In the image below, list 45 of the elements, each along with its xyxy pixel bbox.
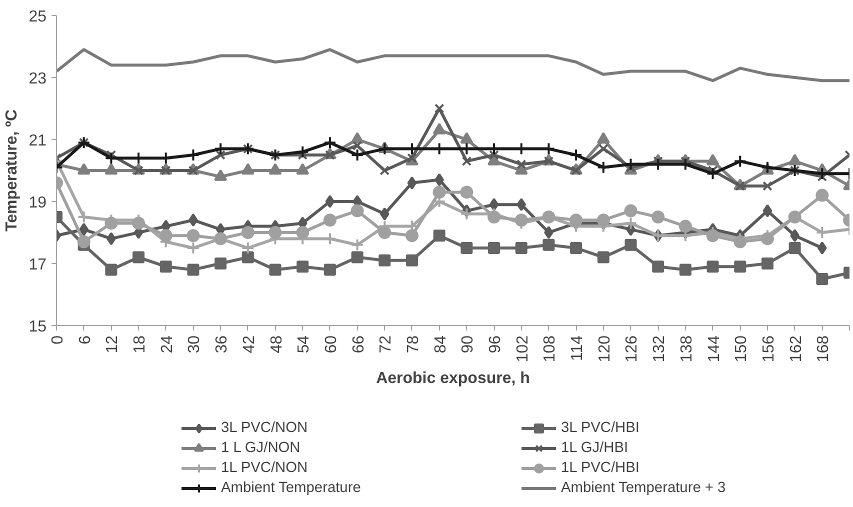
x-tick-label: 132 — [651, 335, 668, 362]
x-tick-label: 90 — [460, 335, 477, 354]
x-tick-label: 102 — [514, 335, 532, 362]
legend-label: 3L PVC/HBI — [561, 420, 640, 436]
x-tick-label: 54 — [296, 335, 313, 354]
y-tick-label: 25 — [28, 8, 47, 26]
x-tick-label: 48 — [268, 335, 286, 354]
y-tick-label: 19 — [28, 194, 47, 212]
legend-label: 3L PVC/NON — [221, 420, 309, 436]
legend-label: Ambient Temperature — [221, 480, 362, 496]
x-tick-label: 126 — [624, 335, 641, 362]
y-tick-label: 15 — [28, 318, 47, 336]
x-tick-label: 6 — [76, 335, 94, 344]
x-tick-label: 156 — [760, 335, 778, 362]
x-tick-label: 78 — [404, 335, 422, 354]
legend-label: 1L GJ/HBI — [561, 440, 630, 456]
x-tick-label: 96 — [487, 335, 504, 354]
x-tick-label: 66 — [350, 335, 368, 354]
x-tick-label: 42 — [240, 335, 258, 354]
x-tick-label: 114 — [569, 335, 586, 362]
legend-label: Ambient Temperature + 3 — [561, 480, 727, 496]
x-tick-label: 162 — [788, 335, 805, 362]
y-tick-label: 17 — [28, 256, 47, 274]
x-tick-label: 168 — [815, 335, 832, 362]
x-tick-label: 36 — [214, 335, 231, 354]
x-tick-label: 0 — [50, 335, 66, 344]
legend-label: 1 L GJ/NON — [221, 440, 302, 456]
x-tick-label: 144 — [706, 335, 723, 362]
x-tick-label: 12 — [104, 335, 122, 354]
legend-label: 1L PVC/HBI — [561, 460, 640, 476]
x-tick-label: 72 — [378, 335, 395, 354]
y-tick-label: 21 — [28, 132, 47, 150]
x-tick-label: 24 — [158, 335, 176, 354]
x-axis-title: Aerobic exposure, h — [376, 370, 530, 388]
x-tick-label: 120 — [596, 335, 614, 362]
legend-label: 1L PVC/NON — [221, 460, 309, 476]
x-tick-label: 150 — [733, 335, 750, 362]
y-tick-label: 23 — [28, 70, 47, 88]
x-tick-label: 108 — [542, 335, 559, 362]
x-tick-label: 18 — [132, 335, 149, 354]
x-tick-label: 30 — [186, 335, 204, 354]
x-tick-label: 84 — [432, 335, 450, 354]
x-tick-label: 60 — [322, 335, 340, 354]
x-tick-label: 138 — [678, 335, 696, 362]
y-axis-title: Temperature, ºC — [4, 109, 21, 232]
